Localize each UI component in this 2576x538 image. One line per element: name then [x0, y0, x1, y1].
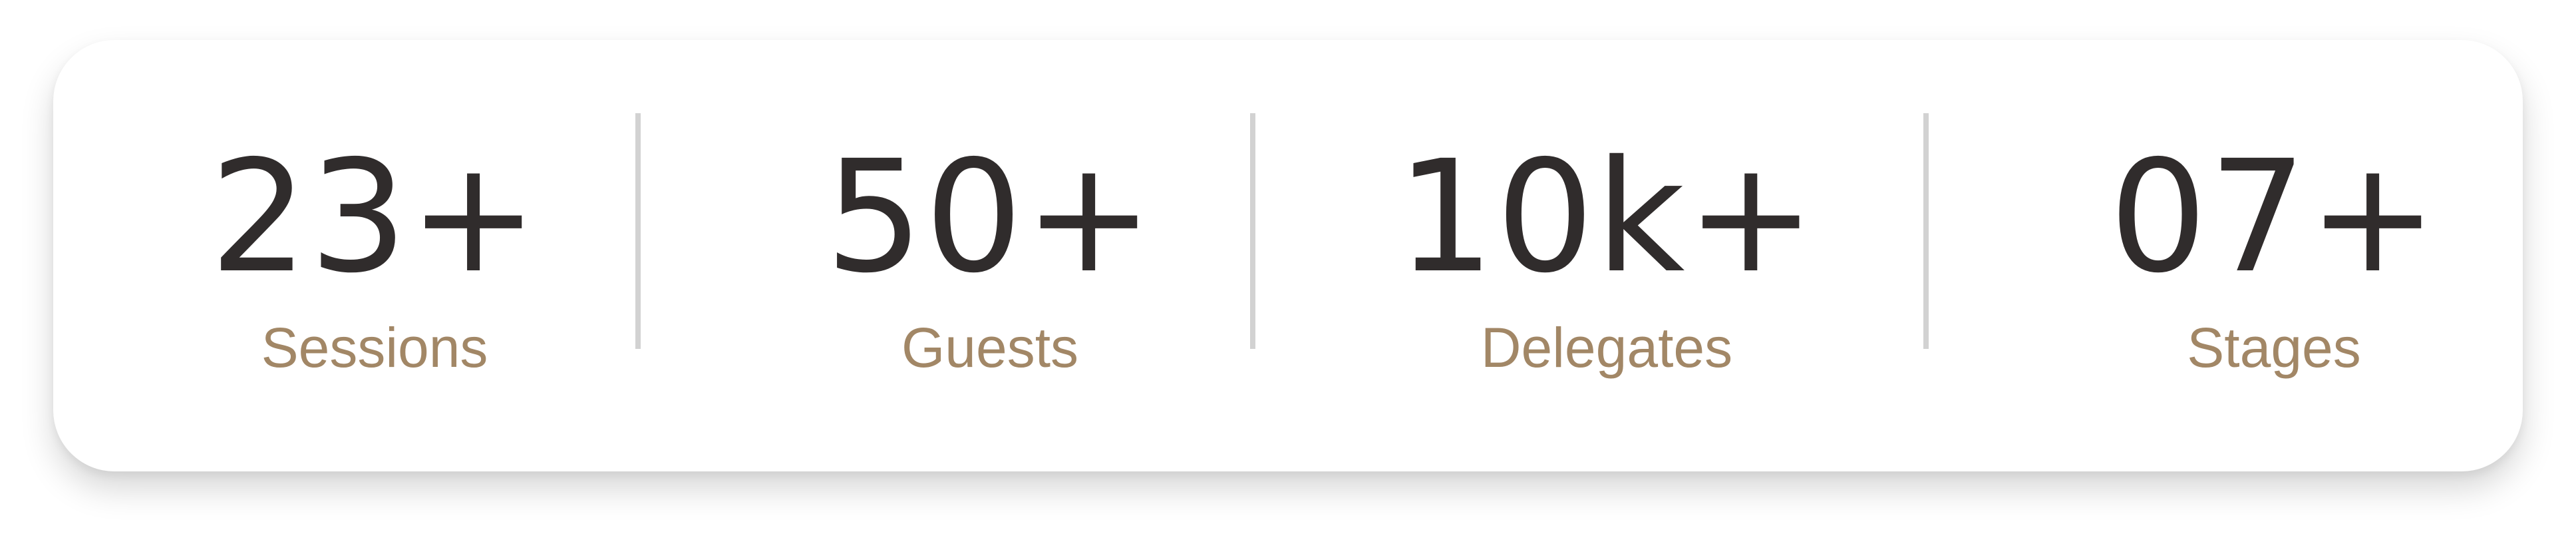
stats-card: 23+ Sessions 50+ Guests 10k+ Delegates 0… [53, 40, 2523, 471]
stat-divider [635, 113, 641, 349]
stat-value: 10k+ [1396, 127, 1817, 307]
stat-divider [1250, 113, 1255, 349]
stat-guests: 50+ Guests [724, 40, 1256, 471]
stat-value: 07+ [2109, 127, 2439, 307]
stat-label: Sessions [261, 316, 488, 379]
stat-sessions: 23+ Sessions [108, 40, 641, 471]
stat-label: Delegates [1480, 316, 1733, 379]
stat-delegates: 10k+ Delegates [1341, 40, 1873, 471]
stat-divider [1923, 113, 1929, 349]
stat-value: 23+ [210, 127, 540, 307]
stat-label: Guests [901, 316, 1079, 379]
stat-label: Stages [2187, 316, 2361, 379]
stat-stages: 07+ Stages [2008, 40, 2540, 471]
stat-value: 50+ [825, 127, 1155, 307]
